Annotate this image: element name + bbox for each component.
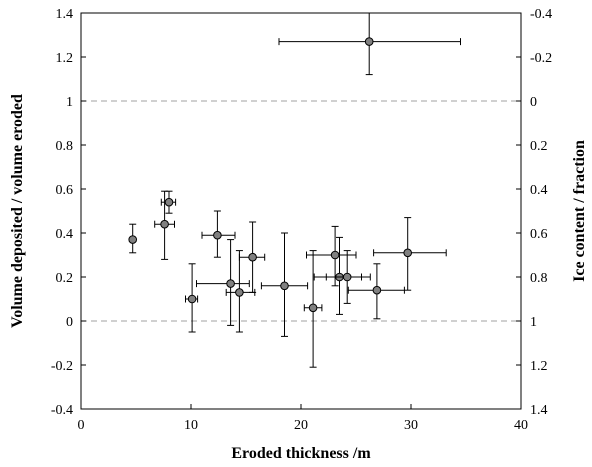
y2-tick-label: 1.2 (530, 359, 548, 374)
data-point (201, 210, 236, 258)
y2-tick-label: 0 (530, 95, 537, 110)
y-tick-label: 0 (66, 315, 73, 330)
y2-tick-label: 1 (530, 315, 537, 330)
data-marker (235, 288, 244, 297)
y-tick-label: 1.4 (56, 7, 74, 22)
y-tick-label: 1 (66, 95, 73, 110)
y-tick-label: -0.4 (51, 403, 73, 418)
data-point (373, 217, 447, 291)
data-marker (164, 197, 174, 207)
y-tick-label: 0.2 (56, 271, 74, 286)
y-axis-title: Volume deposited / volume eroded (9, 94, 26, 328)
x-tick-label: 20 (294, 418, 308, 433)
data-point (278, 13, 461, 76)
y-tick-label: 0.4 (56, 227, 74, 242)
data-marker (308, 303, 318, 313)
y2-tick-label: 1.4 (530, 403, 548, 418)
data-point (185, 263, 199, 333)
data-marker (364, 37, 374, 46)
x-tick-label: 10 (184, 418, 198, 433)
data-marker (248, 252, 257, 262)
data-point (325, 250, 371, 304)
reference-lines (81, 100, 521, 322)
y-tick-label: 0.6 (56, 183, 74, 198)
y2-tick-label: 0.2 (530, 139, 548, 154)
data-marker (330, 250, 340, 260)
x-axis-title: Eroded thickness /m (231, 445, 371, 462)
data-points (128, 13, 461, 368)
data-point (306, 225, 357, 287)
data-marker (403, 248, 413, 258)
data-marker (372, 285, 382, 295)
data-point (160, 190, 177, 214)
plot-frame (80, 12, 522, 410)
y2-tick-label: 0.8 (530, 271, 548, 286)
data-marker (342, 272, 352, 282)
data-marker (226, 279, 235, 288)
data-marker (187, 294, 197, 304)
data-marker (160, 219, 169, 229)
x-tick-label: 30 (404, 418, 418, 433)
data-point (313, 236, 362, 315)
x-tick-label: 40 (514, 418, 528, 433)
y2-tick-label: -0.2 (530, 51, 552, 66)
data-point (238, 221, 266, 293)
data-point (128, 223, 137, 254)
y2-axis-title: Ice content / fraction (571, 140, 588, 282)
data-point (303, 250, 323, 368)
axes: 0 10 20 30 40-0.4 1.4-0.2 1.20 10.2 0.80.4 0.60.6… (51, 7, 552, 433)
y-tick-label: -0.2 (51, 359, 73, 374)
data-marker (280, 281, 289, 291)
y2-tick-label: -0.4 (530, 7, 552, 22)
data-marker (128, 235, 137, 244)
data-point (260, 232, 309, 337)
y2-tick-label: 0.4 (530, 183, 548, 198)
data-point (196, 239, 250, 326)
y-tick-label: 0.8 (56, 139, 74, 154)
data-point (347, 263, 405, 320)
y2-tick-label: 0.6 (530, 227, 548, 242)
x-tick-label: 0 (78, 418, 85, 433)
y-tick-label: 1.2 (56, 51, 74, 66)
data-marker (213, 230, 222, 240)
